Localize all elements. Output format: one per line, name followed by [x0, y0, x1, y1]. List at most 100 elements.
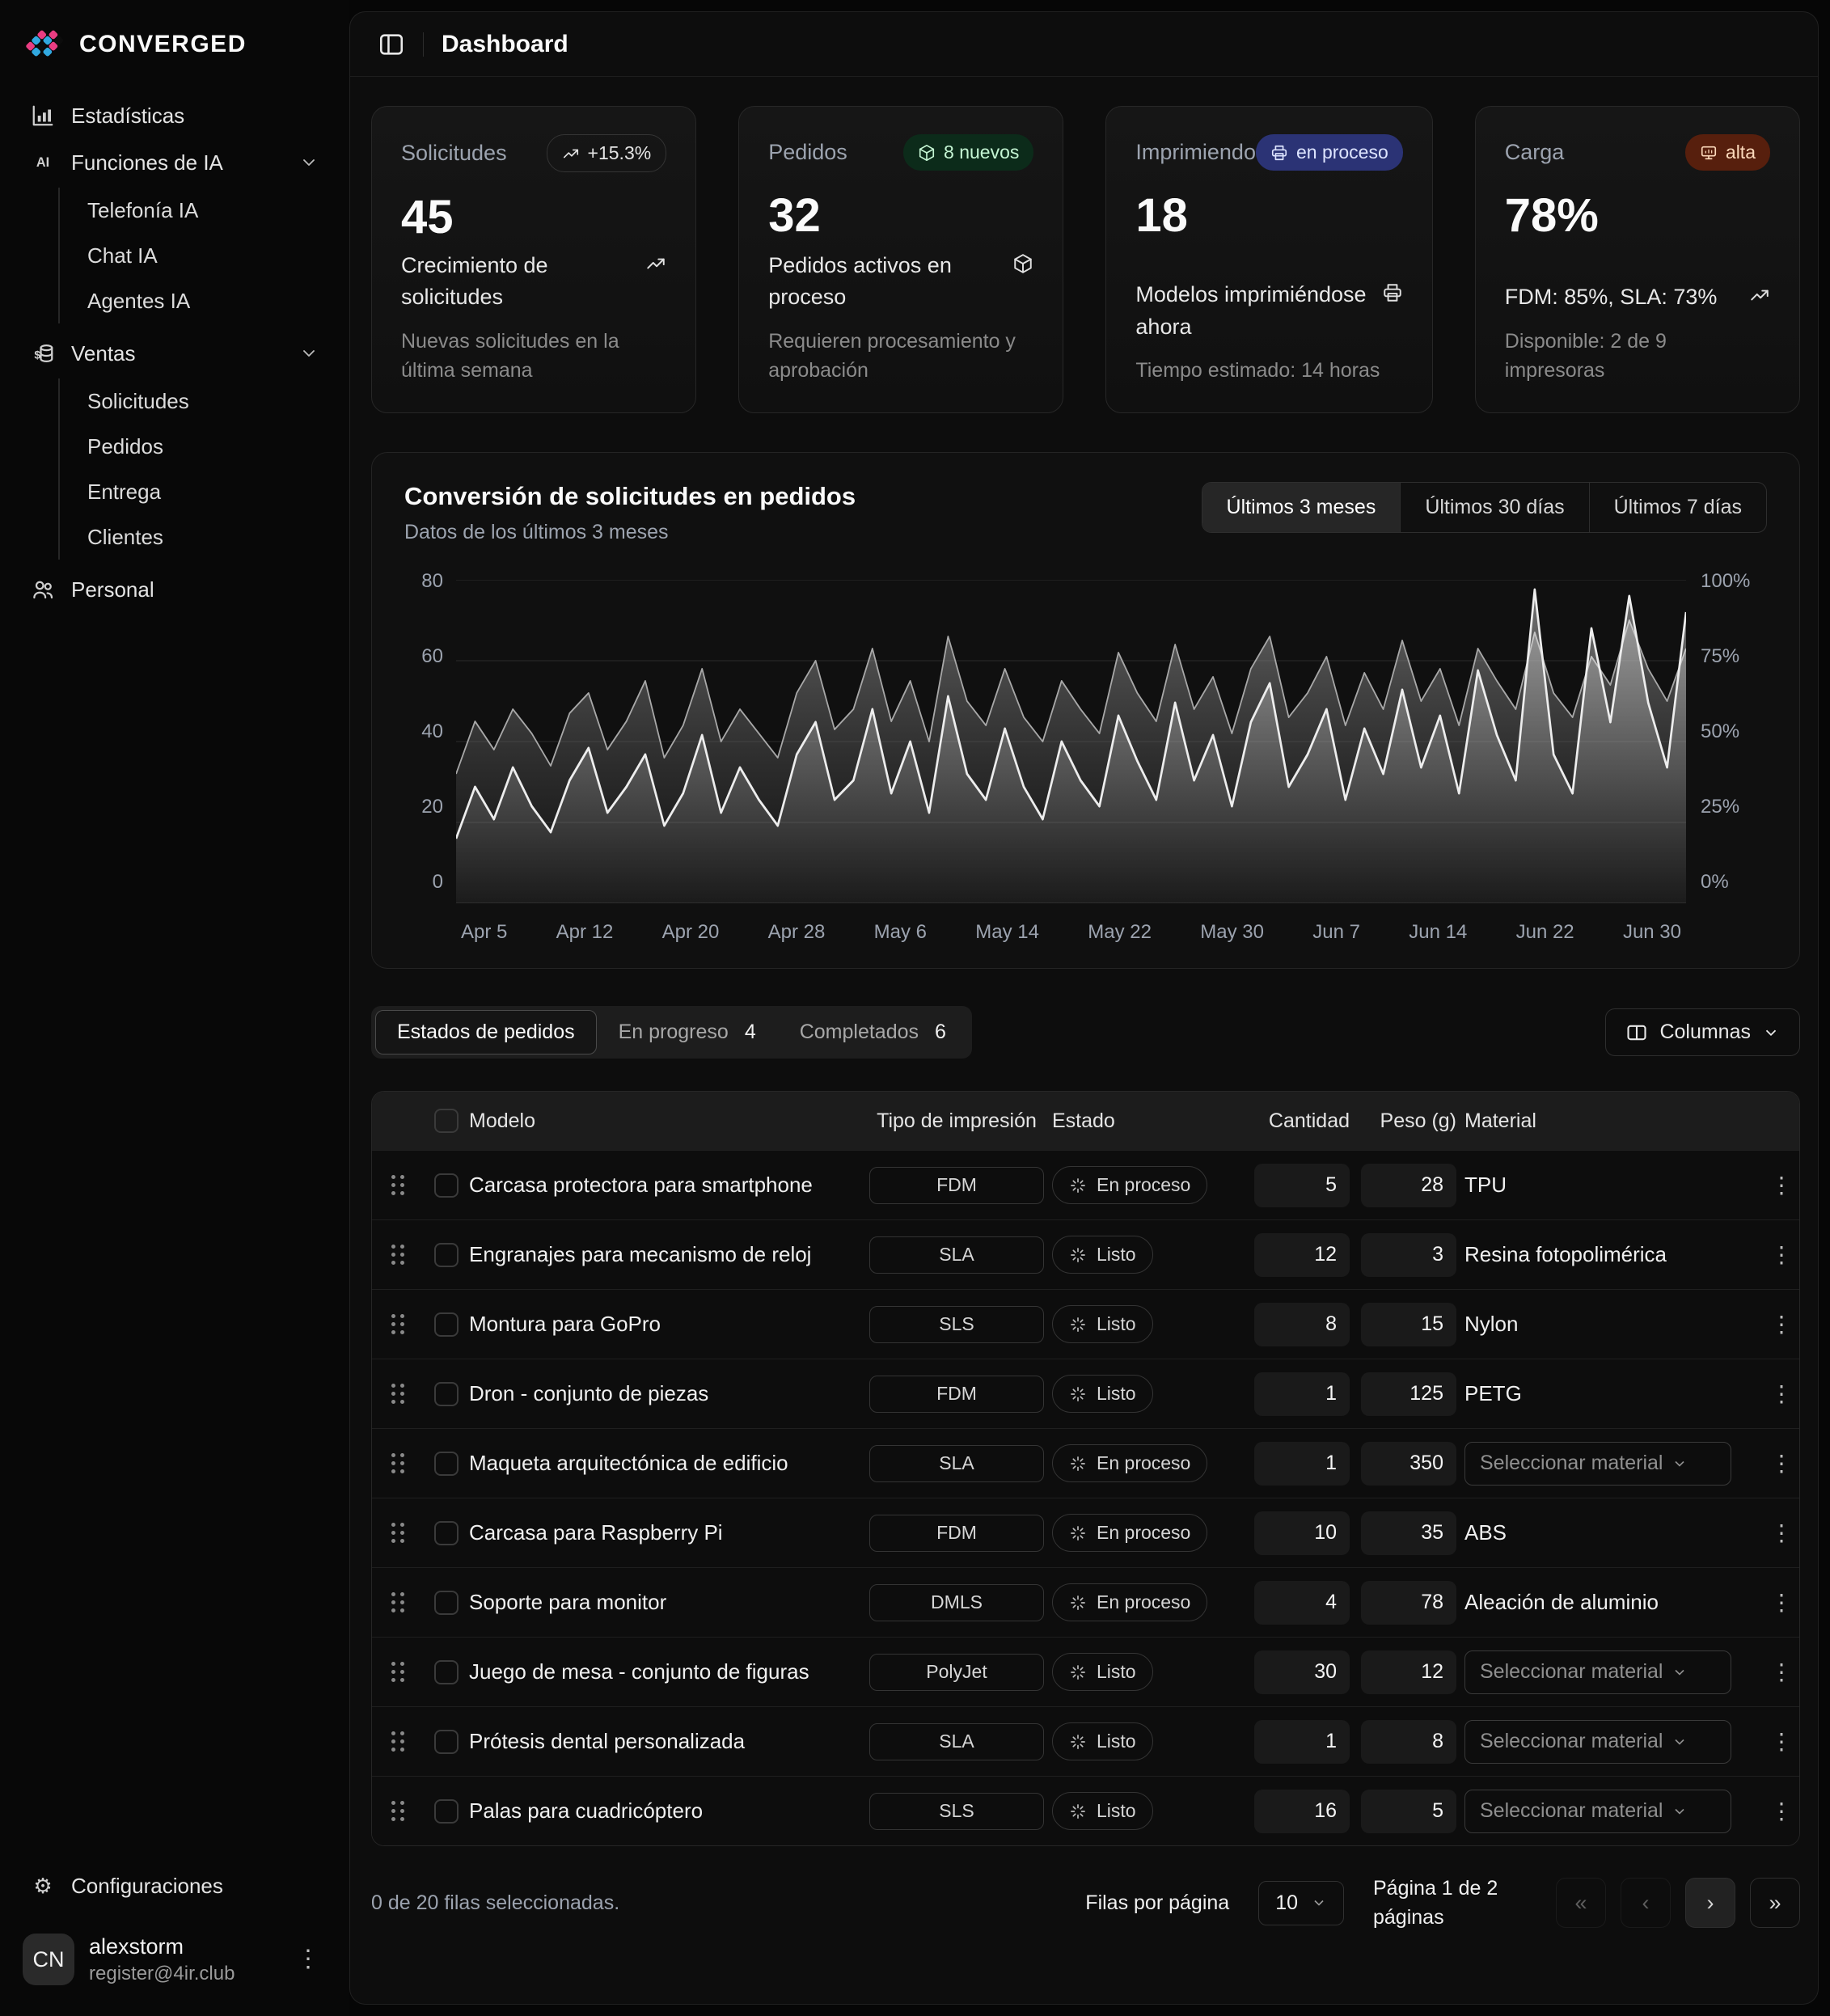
sidebar-item-chat-ia[interactable]: Chat IA: [87, 243, 158, 268]
drag-handle[interactable]: [372, 1523, 424, 1543]
rows-per-page-select[interactable]: 10: [1258, 1880, 1344, 1925]
row-checkbox[interactable]: [434, 1520, 459, 1545]
sidebar-item-agentes-ia[interactable]: Agentes IA: [87, 288, 191, 313]
material-select[interactable]: Seleccionar material: [1464, 1789, 1731, 1833]
sidebar-item-pedidos[interactable]: Pedidos: [87, 433, 163, 459]
select-all-checkbox[interactable]: [434, 1109, 459, 1133]
pagination: « ‹ › »: [1556, 1878, 1800, 1929]
drag-handle[interactable]: [372, 1175, 424, 1195]
range-button-ultimos-30-dias[interactable]: Últimos 30 días: [1401, 483, 1590, 532]
weight-field[interactable]: 78: [1361, 1580, 1456, 1625]
row-menu-kebab-icon[interactable]: ⋮: [1770, 1241, 1793, 1267]
row-menu-kebab-icon[interactable]: ⋮: [1770, 1450, 1793, 1476]
quantity-field[interactable]: 12: [1254, 1232, 1350, 1277]
sidebar-item-solicitudes[interactable]: Solicitudes: [87, 388, 189, 413]
next-page-button[interactable]: ›: [1685, 1878, 1735, 1929]
card-title: FDM: 85%, SLA: 73%: [1504, 285, 1718, 310]
row-menu-kebab-icon[interactable]: ⋮: [1770, 1589, 1793, 1615]
row-menu-kebab-icon[interactable]: ⋮: [1770, 1659, 1793, 1684]
sidebar-item-estadisticas[interactable]: Estadísticas: [21, 92, 328, 139]
material-select[interactable]: Seleccionar material: [1464, 1650, 1731, 1694]
weight-field[interactable]: 3: [1361, 1232, 1456, 1277]
sidebar-item-telefonia-ia[interactable]: Telefonía IA: [87, 197, 199, 222]
status-label: Listo: [1097, 1731, 1136, 1752]
quantity-field[interactable]: 4: [1254, 1580, 1350, 1625]
quantity-field[interactable]: 5: [1254, 1163, 1350, 1207]
quantity-field[interactable]: 10: [1254, 1511, 1350, 1555]
material-select[interactable]: Seleccionar material: [1464, 1441, 1731, 1486]
quantity-field[interactable]: 1: [1254, 1441, 1350, 1486]
sidebar-toggle-button[interactable]: [378, 31, 405, 58]
trending-up-icon: [645, 253, 666, 274]
card-value: 45: [401, 191, 454, 243]
row-menu-kebab-icon[interactable]: ⋮: [1770, 1728, 1793, 1754]
right-y-axis: 100% 75% 50% 25% 0%: [1686, 570, 1767, 894]
drag-handle[interactable]: [372, 1245, 424, 1265]
status-label: Listo: [1097, 1800, 1136, 1821]
row-menu-kebab-icon[interactable]: ⋮: [1770, 1172, 1793, 1198]
drag-handle[interactable]: [372, 1314, 424, 1334]
row-menu-kebab-icon[interactable]: ⋮: [1770, 1380, 1793, 1406]
sidebar-item-funciones-de-ia[interactable]: AI Funciones de IA: [21, 139, 328, 186]
material-select[interactable]: Seleccionar material: [1464, 1719, 1731, 1764]
weight-field[interactable]: 8: [1361, 1719, 1456, 1764]
row-checkbox[interactable]: [434, 1729, 459, 1754]
row-checkbox[interactable]: [434, 1312, 459, 1337]
weight-field[interactable]: 28: [1361, 1163, 1456, 1207]
previous-page-button[interactable]: ‹: [1621, 1878, 1671, 1929]
sidebar-item-clientes[interactable]: Clientes: [87, 524, 163, 549]
chevron-down-icon: [1762, 1024, 1780, 1042]
tab-completados[interactable]: Completados 6: [778, 1010, 968, 1054]
first-page-button[interactable]: «: [1556, 1878, 1606, 1929]
quantity-field[interactable]: 16: [1254, 1789, 1350, 1833]
sidebar-item-entrega[interactable]: Entrega: [87, 479, 162, 504]
material-value: TPU: [1464, 1173, 1507, 1197]
drag-handle[interactable]: [372, 1801, 424, 1821]
row-checkbox[interactable]: [434, 1659, 459, 1684]
row-checkbox[interactable]: [434, 1381, 459, 1406]
weight-field[interactable]: 5: [1361, 1789, 1456, 1833]
row-menu-kebab-icon[interactable]: ⋮: [1770, 1311, 1793, 1337]
columns-button[interactable]: Columnas: [1605, 1008, 1800, 1056]
user-menu-kebab-icon[interactable]: ⋮: [296, 1946, 320, 1972]
drag-handle[interactable]: [372, 1384, 424, 1404]
sidebar-item-configuraciones[interactable]: ⚙ Configuraciones: [21, 1862, 328, 1909]
range-button-ultimos-3-meses[interactable]: Últimos 3 meses: [1202, 483, 1401, 532]
sidebar-item-ventas[interactable]: $ Ventas: [21, 330, 328, 377]
tab-label: En progreso: [618, 1021, 729, 1043]
weight-field[interactable]: 35: [1361, 1511, 1456, 1555]
range-button-ultimos-7-dias[interactable]: Últimos 7 días: [1590, 483, 1766, 532]
quantity-field[interactable]: 1: [1254, 1371, 1350, 1416]
print-type-badge: SLS: [869, 1792, 1044, 1830]
last-page-button[interactable]: »: [1750, 1878, 1800, 1929]
weight-field[interactable]: 15: [1361, 1302, 1456, 1346]
row-checkbox[interactable]: [434, 1590, 459, 1615]
user-row[interactable]: CN alexstorm register@4ir.club ⋮: [21, 1930, 328, 1989]
printer-icon: [1382, 282, 1403, 303]
drag-handle[interactable]: [372, 1731, 424, 1752]
row-checkbox[interactable]: [434, 1242, 459, 1267]
weight-field[interactable]: 125: [1361, 1371, 1456, 1416]
row-menu-kebab-icon[interactable]: ⋮: [1770, 1798, 1793, 1824]
columns-button-label: Columnas: [1659, 1021, 1751, 1043]
drag-handle[interactable]: [372, 1592, 424, 1612]
drag-handle[interactable]: [372, 1453, 424, 1473]
weight-field[interactable]: 12: [1361, 1650, 1456, 1694]
badge-text: +15.3%: [587, 142, 652, 163]
quantity-field[interactable]: 1: [1254, 1719, 1350, 1764]
row-checkbox[interactable]: [434, 1798, 459, 1824]
print-type-badge: SLA: [869, 1722, 1044, 1760]
status-label: En proceso: [1097, 1174, 1191, 1195]
card-top: Solicitudes +15.3%: [401, 134, 667, 172]
chevron-down-icon: [1674, 1808, 1684, 1815]
quantity-field[interactable]: 8: [1254, 1302, 1350, 1346]
drag-handle[interactable]: [372, 1662, 424, 1682]
row-checkbox[interactable]: [434, 1173, 459, 1198]
row-checkbox[interactable]: [434, 1451, 459, 1476]
sidebar-item-personal[interactable]: Personal: [21, 566, 328, 613]
tab-en-progreso[interactable]: En progreso 4: [597, 1010, 778, 1054]
row-menu-kebab-icon[interactable]: ⋮: [1770, 1519, 1793, 1545]
tab-estados-de-pedidos[interactable]: Estados de pedidos: [375, 1010, 597, 1054]
quantity-field[interactable]: 30: [1254, 1650, 1350, 1694]
weight-field[interactable]: 350: [1361, 1441, 1456, 1486]
